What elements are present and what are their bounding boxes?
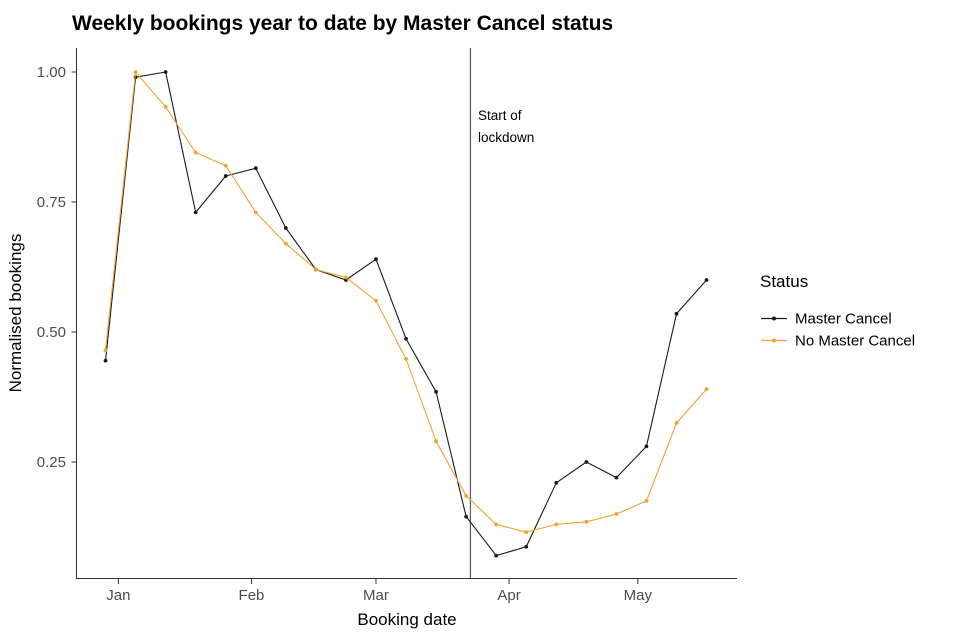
x-tick-group: Jan Feb Mar Apr May [106,578,653,604]
data-point-no-master-cancel [674,421,679,425]
data-point-no-master-cancel [193,150,198,155]
y-tick-label: 1.00 [37,64,66,81]
x-tick-label: May [624,587,653,604]
y-tick-label: 0.75 [37,194,66,211]
data-point-master-cancel [614,475,619,480]
data-point-master-cancel [644,444,649,449]
data-point-no-master-cancel [434,439,438,444]
legend-item-master-cancel: Master Cancel [761,311,892,328]
legend-title: Status [760,272,808,291]
series-no-master-cancel [103,70,709,535]
data-point-master-cancel [163,70,168,74]
series-line-no-master-cancel [104,71,707,533]
y-tick-label: 0.50 [37,324,66,341]
chart-title: Weekly bookings year to date by Master C… [72,12,613,35]
data-point-no-master-cancel [464,493,469,498]
y-tick-label: 0.25 [37,454,66,471]
legend: Status Master Cancel No Master Cancel [760,272,915,350]
data-point-no-master-cancel [133,70,138,74]
legend-key-point-master-cancel [772,316,776,321]
data-point-no-master-cancel [374,298,378,303]
data-point-master-cancel [464,514,469,519]
data-point-master-cancel [193,210,198,215]
data-point-master-cancel [344,278,348,282]
data-point-no-master-cancel [614,512,619,516]
data-point-no-master-cancel [163,104,168,109]
data-point-no-master-cancel [313,267,318,272]
legend-label-master-cancel: Master Cancel [795,311,892,328]
data-point-no-master-cancel [524,530,529,535]
data-point-master-cancel [524,544,529,549]
data-point-no-master-cancel [103,348,108,353]
data-point-master-cancel [223,174,228,178]
data-point-no-master-cancel [253,210,258,215]
data-point-master-cancel [434,389,438,394]
data-point-master-cancel [283,226,288,230]
data-point-no-master-cancel [704,387,709,392]
x-tick-label: Jan [106,587,130,604]
legend-item-no-master-cancel: No Master Cancel [761,333,915,350]
data-point-master-cancel [704,278,709,282]
x-tick-label: Mar [363,587,389,604]
data-point-master-cancel [103,358,108,363]
x-tick-label: Feb [239,587,265,604]
annotation-line-2: lockdown [478,130,534,145]
data-point-master-cancel [584,460,589,464]
data-point-no-master-cancel [584,519,589,524]
data-point-master-cancel [674,311,679,316]
x-tick-label: Apr [497,587,520,604]
x-axis-title: Booking date [357,610,456,629]
x-axis: Jan Feb Mar Apr May [76,578,737,604]
legend-key-point-no-master-cancel [772,338,776,343]
data-point-no-master-cancel [404,357,408,361]
series-master-cancel [103,70,709,558]
data-point-master-cancel [404,336,408,341]
series-group [103,70,709,558]
data-point-no-master-cancel [494,522,499,527]
data-point-master-cancel [253,166,258,171]
legend-label-no-master-cancel: No Master Cancel [795,333,915,350]
data-point-master-cancel [554,480,559,485]
series-line-master-cancel [104,71,707,557]
y-axis-title: Normalised bookings [6,234,25,393]
data-point-no-master-cancel [223,163,228,168]
y-tick-group: 1.00 0.75 0.50 0.25 [37,64,77,471]
data-point-master-cancel [494,553,499,558]
data-point-no-master-cancel [644,499,649,503]
data-point-no-master-cancel [344,275,348,280]
data-point-no-master-cancel [283,241,288,246]
y-axis: 1.00 0.75 0.50 0.25 [37,48,77,579]
annotation-line-1: Start of [478,108,522,123]
data-point-no-master-cancel [554,522,559,527]
data-point-master-cancel [374,257,378,262]
